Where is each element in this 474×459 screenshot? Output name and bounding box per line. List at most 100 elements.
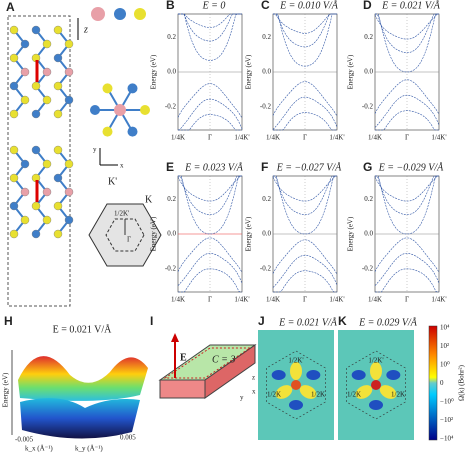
k-label: 1/2K': [114, 210, 129, 218]
axis-title: Energy (eV): [245, 54, 253, 89]
atom: [31, 81, 41, 91]
band: [178, 175, 242, 235]
axis-title: Energy (eV): [347, 54, 355, 89]
slab-front: [159, 379, 206, 399]
panel-label: K: [338, 314, 347, 328]
hotspot: [379, 385, 397, 399]
hotspot: [351, 370, 366, 380]
y-tick-label: -0.2: [165, 102, 177, 110]
band: [272, 175, 337, 202]
atom: [20, 67, 30, 77]
band: [374, 252, 440, 286]
panel-label: F: [261, 160, 268, 174]
y-tick-label: -0.2: [260, 102, 272, 110]
atom: [9, 201, 19, 211]
panel-label: D: [363, 0, 372, 12]
band: [374, 79, 440, 115]
x-tick-label: Γ: [405, 296, 409, 304]
k-label: 1/2K: [311, 391, 325, 399]
x-tick-label: 1/4K': [329, 296, 344, 304]
colorbar-tick: −10⁴: [440, 435, 454, 443]
y-tick-label: -0.2: [362, 102, 374, 110]
x-tick-label: 1/4K: [368, 134, 382, 142]
x-tick-label: 1/4K: [171, 134, 185, 142]
atom: [9, 145, 19, 155]
hotspot: [275, 385, 293, 399]
zone: [266, 350, 326, 420]
y-tick-label: 0.0: [167, 68, 176, 76]
panel-label: H: [4, 314, 13, 328]
y-tick-label: -0.2: [362, 264, 374, 272]
x-tick-label: 1/4K': [234, 296, 249, 304]
band: [273, 270, 337, 293]
band: [272, 239, 338, 275]
atom: [102, 126, 113, 137]
axis-title: Energy (eV): [2, 372, 10, 407]
atom: [20, 187, 30, 197]
atom: [9, 173, 19, 183]
atom: [42, 67, 52, 77]
atom: [53, 109, 63, 119]
atom: [42, 215, 52, 225]
axis-title: Energy (eV): [245, 216, 253, 251]
axis-label: y: [93, 146, 97, 154]
hotspot: [299, 385, 317, 399]
axis-title: k_x (Å⁻¹): [25, 445, 53, 453]
panel-title: E = −0.029 V/Å: [378, 161, 444, 173]
hotspot: [271, 370, 286, 380]
atom: [42, 159, 52, 169]
k-label: K': [108, 176, 117, 187]
y-tick-label: 0.0: [262, 230, 271, 238]
panel-label: C: [261, 0, 270, 12]
k-label: 1/2K: [391, 391, 405, 399]
field-label: E: [180, 352, 187, 363]
band: [177, 98, 243, 131]
band: [374, 94, 440, 128]
band: [177, 83, 243, 119]
y-tick-label: 0.2: [167, 195, 176, 203]
panel-title: E = 0.010 V/Å: [279, 0, 339, 11]
band: [178, 13, 242, 28]
axis-label: y: [240, 394, 244, 402]
atom: [102, 83, 113, 94]
atom: [64, 187, 74, 197]
atom: [53, 25, 63, 35]
y-tick-label: 0.2: [364, 33, 373, 41]
atom: [64, 159, 74, 169]
atom: [64, 39, 74, 49]
atom: [9, 53, 19, 63]
hotspot: [306, 370, 321, 380]
panel-title: E = 0.023 V/Å: [184, 161, 244, 173]
panel-label: B: [166, 0, 175, 12]
panel-label: I: [150, 314, 153, 328]
axis-title: Energy (eV): [347, 216, 355, 251]
atom: [9, 81, 19, 91]
atom: [53, 145, 63, 155]
x-tick-label: 1/4K: [266, 296, 280, 304]
band: [375, 175, 439, 235]
atom: [64, 67, 74, 77]
panel-title: E = −0.027 V/Å: [276, 161, 342, 173]
atom: [53, 201, 63, 211]
band: [375, 13, 439, 73]
atom: [64, 95, 74, 105]
x-tick-label: 1/4K': [329, 134, 344, 142]
atom: [20, 95, 30, 105]
panel-title: E = 0.021 V/Å: [381, 0, 441, 11]
atom: [42, 39, 52, 49]
k-label: 1/2K': [368, 357, 383, 365]
axis-title: Energy (eV): [150, 216, 158, 251]
atom: [42, 187, 52, 197]
y-tick-label: 0.0: [364, 230, 373, 238]
edge-current: [163, 347, 252, 379]
axis-label: z: [252, 374, 255, 382]
atom: [20, 39, 30, 49]
mn-atom: [91, 7, 105, 21]
gamma-label: Γ: [127, 236, 131, 244]
y-tick-label: -0.2: [260, 264, 272, 272]
band: [374, 13, 439, 40]
panel-title: E = 0: [202, 0, 226, 11]
axis-title: k_y (Å⁻¹): [75, 445, 103, 453]
axis-label: x: [120, 162, 124, 170]
